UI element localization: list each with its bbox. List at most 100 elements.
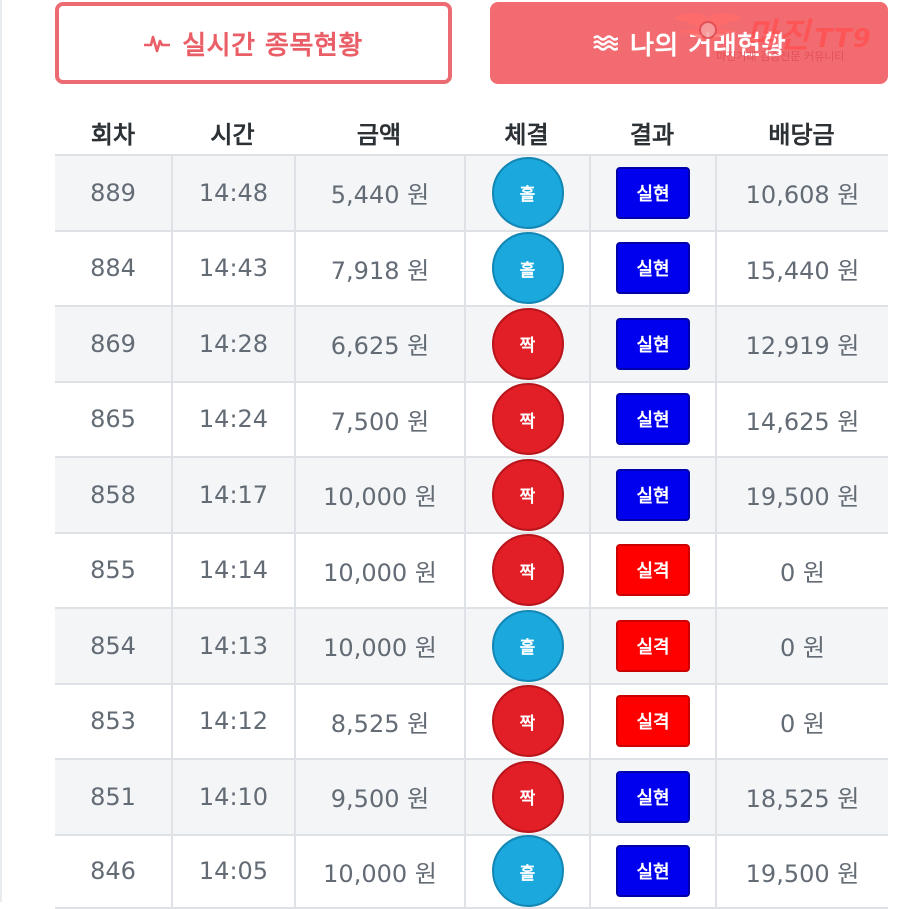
cell-time: 14:28	[171, 307, 294, 381]
cell-payout: 10,608 원	[715, 156, 888, 230]
cell-payout: 14,625 원	[715, 383, 888, 457]
cell-time: 14:14	[171, 534, 294, 608]
cell-result: 실현	[589, 383, 715, 457]
cell-result: 실현	[589, 836, 715, 908]
cell-amount: 10,000 원	[294, 609, 464, 683]
cell-pick: 짝	[464, 760, 589, 834]
column-header-amount: 금액	[294, 112, 464, 152]
cell-round: 853	[55, 685, 171, 759]
result-win-badge: 실현	[616, 167, 690, 219]
cell-amount: 10,000 원	[294, 534, 464, 608]
cell-round: 855	[55, 534, 171, 608]
left-divider	[0, 0, 2, 902]
pick-even-ball: 짝	[492, 459, 564, 531]
pick-odd-ball: 홀	[492, 835, 564, 907]
cell-round: 869	[55, 307, 171, 381]
pick-odd-ball: 홀	[492, 157, 564, 229]
tab-realtime-label: 실시간 종목현황	[182, 25, 363, 62]
pick-even-ball: 짝	[492, 383, 564, 455]
cell-pick: 홀	[464, 232, 589, 306]
result-lose-badge: 실격	[616, 695, 690, 747]
cell-result: 실현	[589, 760, 715, 834]
result-win-badge: 실현	[616, 469, 690, 521]
cell-pick: 짝	[464, 534, 589, 608]
cell-result: 실격	[589, 609, 715, 683]
cell-payout: 0 원	[715, 534, 888, 608]
cell-payout: 0 원	[715, 609, 888, 683]
wings-emblem-icon	[672, 10, 744, 50]
cell-payout: 18,525 원	[715, 760, 888, 834]
column-header-result: 결과	[589, 112, 715, 152]
cell-amount: 10,000 원	[294, 836, 464, 908]
cell-pick: 홀	[464, 836, 589, 908]
pick-even-ball: 짝	[492, 308, 564, 380]
pick-even-ball: 짝	[492, 761, 564, 833]
cell-round: 865	[55, 383, 171, 457]
waves-icon	[592, 32, 618, 54]
pick-odd-ball: 홀	[492, 232, 564, 304]
cell-time: 14:24	[171, 383, 294, 457]
cell-pick: 짝	[464, 383, 589, 457]
column-header-round: 회차	[55, 112, 171, 152]
cell-pick: 짝	[464, 307, 589, 381]
pick-even-ball: 짝	[492, 685, 564, 757]
cell-round: 884	[55, 232, 171, 306]
cell-time: 14:17	[171, 458, 294, 532]
tab-realtime-status[interactable]: 실시간 종목현황	[55, 2, 452, 84]
cell-pick: 홀	[464, 156, 589, 230]
cell-time: 14:13	[171, 609, 294, 683]
pick-even-ball: 짝	[492, 534, 564, 606]
pulse-icon	[144, 31, 170, 55]
result-win-badge: 실현	[616, 242, 690, 294]
pick-odd-ball: 홀	[492, 610, 564, 682]
result-lose-badge: 실격	[616, 620, 690, 672]
cell-amount: 10,000 원	[294, 458, 464, 532]
cell-result: 실격	[589, 685, 715, 759]
cell-result: 실현	[589, 307, 715, 381]
cell-time: 14:05	[171, 836, 294, 908]
cell-round: 854	[55, 609, 171, 683]
cell-round: 889	[55, 156, 171, 230]
cell-time: 14:10	[171, 760, 294, 834]
cell-payout: 15,440 원	[715, 232, 888, 306]
cell-round: 846	[55, 836, 171, 908]
cell-time: 14:48	[171, 156, 294, 230]
cell-amount: 7,500 원	[294, 383, 464, 457]
result-win-badge: 실현	[616, 845, 690, 897]
cell-pick: 짝	[464, 685, 589, 759]
result-lose-badge: 실격	[616, 544, 690, 596]
cell-round: 858	[55, 458, 171, 532]
watermark-subtitle: 마진거래 검증전문 커뮤니티	[716, 48, 844, 64]
cell-payout: 19,500 원	[715, 458, 888, 532]
cell-payout: 19,500 원	[715, 836, 888, 908]
cell-result: 실격	[589, 534, 715, 608]
column-header-payout: 배당금	[715, 112, 888, 152]
column-header-pick: 체결	[464, 112, 589, 152]
cell-result: 실현	[589, 232, 715, 306]
cell-payout: 0 원	[715, 685, 888, 759]
column-header-time: 시간	[171, 112, 294, 152]
cell-amount: 8,525 원	[294, 685, 464, 759]
cell-result: 실현	[589, 458, 715, 532]
cell-time: 14:43	[171, 232, 294, 306]
cell-result: 실현	[589, 156, 715, 230]
cell-round: 851	[55, 760, 171, 834]
cell-payout: 12,919 원	[715, 307, 888, 381]
cell-amount: 5,440 원	[294, 156, 464, 230]
result-win-badge: 실현	[616, 393, 690, 445]
cell-amount: 7,918 원	[294, 232, 464, 306]
cell-amount: 6,625 원	[294, 307, 464, 381]
cell-time: 14:12	[171, 685, 294, 759]
result-win-badge: 실현	[616, 318, 690, 370]
